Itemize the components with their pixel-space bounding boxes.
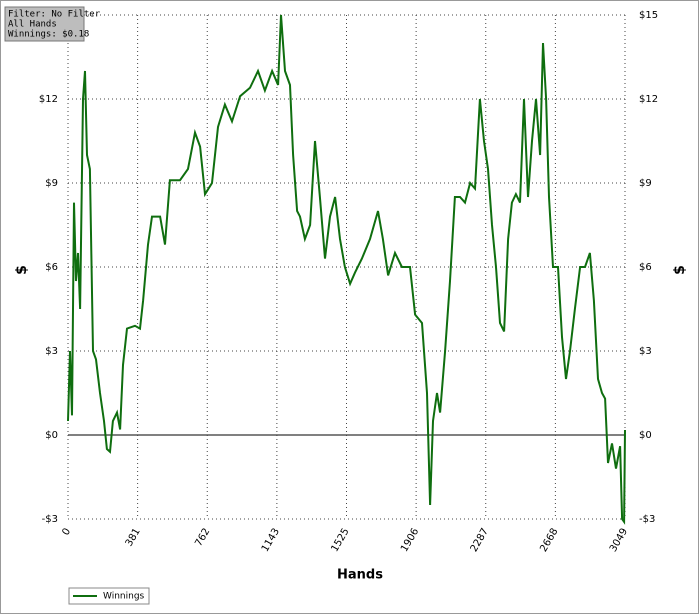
- y-tick-label-right: $15: [639, 10, 658, 21]
- y-tick-label: -$3: [42, 514, 58, 525]
- y-tick-label-right: $9: [639, 178, 652, 189]
- filter-box-bg: [4, 6, 85, 42]
- y-tick-label-right: $6: [639, 262, 652, 273]
- filter-info-text: All Hands: [8, 20, 57, 30]
- filter-info-text: Filter: No Filter: [8, 10, 101, 20]
- x-tick-label: 0: [60, 527, 73, 538]
- y-axis-label: $: [14, 265, 30, 275]
- y-tick-label: $3: [45, 346, 58, 357]
- y-tick-label-right: $0: [639, 430, 652, 441]
- legend-box: [68, 587, 150, 605]
- legend-label: Winnings: [103, 592, 145, 602]
- filter-info-text: Winnings: $0.18: [8, 30, 89, 40]
- x-axis-label: Hands: [337, 568, 383, 583]
- y-tick-label: $9: [45, 178, 58, 189]
- winnings-line: [67, 14, 626, 525]
- y-axis-label-right: $: [672, 265, 688, 275]
- y-tick-label-right: $3: [639, 346, 652, 357]
- y-tick-label-right: -$3: [639, 514, 655, 525]
- y-tick-label: $6: [45, 262, 58, 273]
- y-tick-label: $0: [45, 430, 58, 441]
- y-tick-label-right: $12: [639, 94, 658, 105]
- y-tick-label: $12: [39, 94, 58, 105]
